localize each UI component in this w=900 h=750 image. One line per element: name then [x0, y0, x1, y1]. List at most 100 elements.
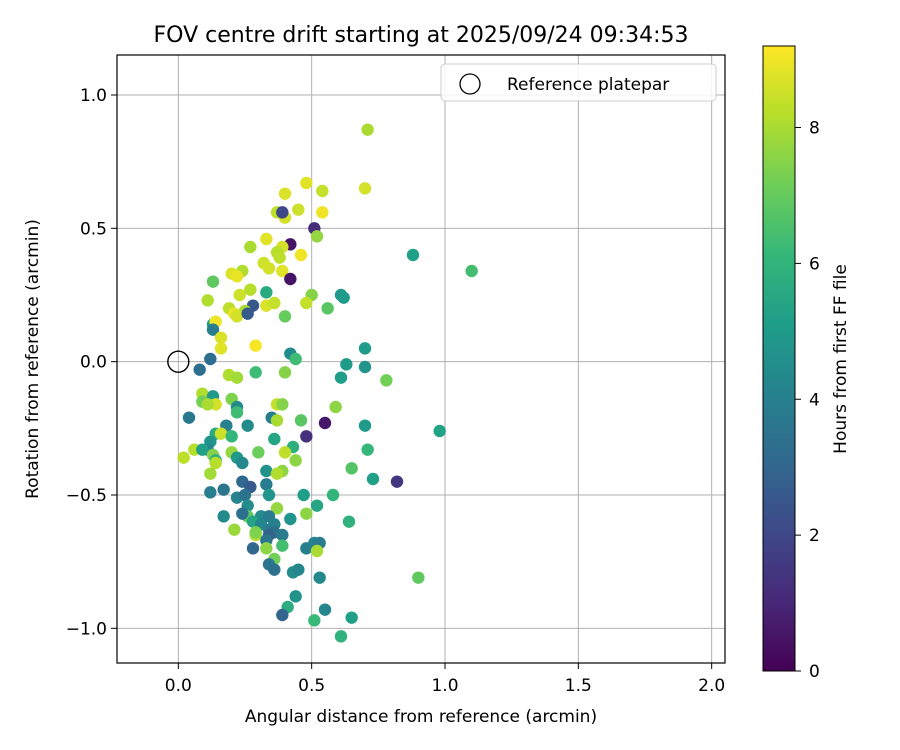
data-point	[358, 419, 372, 432]
data-point	[193, 363, 206, 376]
data-point	[276, 608, 289, 622]
colorbar-ticks: 0 2 4 6 8	[795, 119, 820, 682]
legend-reference-marker	[459, 73, 481, 95]
data-point	[249, 339, 262, 352]
data-point	[206, 275, 220, 288]
colorbar-gradient	[762, 45, 796, 672]
data-point	[300, 296, 313, 310]
data-point	[294, 414, 308, 427]
data-point	[278, 366, 292, 379]
data-point	[260, 542, 273, 555]
data-point	[358, 182, 372, 195]
legend: Reference platepar	[440, 63, 717, 102]
data-point	[206, 323, 220, 336]
data-point	[201, 294, 214, 307]
x-tick-label: 2.0	[698, 676, 725, 696]
data-point	[230, 270, 244, 283]
data-point	[292, 203, 305, 216]
x-tick-label: 0.5	[298, 676, 325, 696]
data-point	[241, 419, 254, 432]
data-point	[390, 475, 404, 488]
colorbar-tick-label: 4	[809, 390, 820, 410]
data-point	[292, 563, 305, 576]
colorbar: 0 2 4 6 8 Hours from first FF file	[762, 45, 851, 682]
data-point	[230, 371, 244, 384]
data-point	[329, 400, 342, 414]
data-point	[337, 291, 350, 304]
data-point	[276, 264, 289, 278]
data-point	[244, 240, 257, 254]
data-point	[230, 406, 244, 419]
data-point	[289, 590, 302, 603]
data-point	[278, 187, 292, 200]
data-point	[433, 424, 446, 438]
colorbar-tick-label: 0	[809, 662, 820, 682]
data-point	[465, 264, 478, 278]
data-point	[236, 507, 249, 520]
y-tick-label: −1.0	[66, 619, 107, 639]
data-point	[300, 542, 313, 555]
data-point	[284, 512, 297, 526]
data-point	[196, 443, 209, 456]
y-tick-label: −0.5	[66, 486, 107, 506]
data-point	[249, 366, 262, 379]
data-point	[310, 499, 324, 512]
data-point	[361, 123, 374, 136]
data-point	[238, 488, 252, 502]
data-point	[246, 542, 260, 555]
data-point	[260, 232, 273, 246]
data-point	[308, 614, 321, 627]
data-point	[284, 272, 297, 286]
reference-platepar-marker	[167, 350, 190, 373]
data-point	[214, 427, 228, 440]
data-point	[361, 443, 374, 456]
data-point	[342, 515, 356, 528]
data-point	[276, 539, 289, 552]
data-point	[262, 262, 276, 275]
data-point	[177, 451, 190, 464]
data-point	[268, 563, 281, 576]
data-point	[268, 296, 281, 310]
data-point	[252, 446, 265, 459]
data-point	[260, 464, 273, 478]
data-point	[217, 510, 230, 523]
axis-ticks: 0.0 0.5 1.0 1.5 2.0 −1.0 −0.5 0.0 0.5 1.0	[66, 86, 725, 696]
data-point	[241, 307, 254, 320]
reference-marker-layer	[167, 350, 190, 373]
data-point	[214, 342, 228, 355]
data-point	[270, 502, 284, 515]
data-point	[201, 398, 214, 411]
colorbar-tick-label: 6	[809, 254, 820, 274]
data-point	[260, 478, 273, 491]
data-point	[268, 432, 281, 446]
data-point	[297, 488, 310, 502]
data-point	[270, 414, 284, 427]
data-point	[276, 398, 289, 411]
data-point	[204, 467, 217, 480]
data-point	[278, 310, 292, 323]
data-point	[313, 571, 326, 584]
y-tick-label: 1.0	[80, 86, 107, 106]
y-tick-label: 0.5	[80, 219, 107, 239]
data-point	[326, 488, 340, 502]
y-tick-label: 0.0	[80, 353, 107, 373]
data-point	[228, 523, 241, 536]
data-point	[334, 371, 348, 384]
data-point	[358, 360, 372, 374]
data-point	[340, 358, 353, 371]
data-point	[406, 248, 420, 262]
data-point	[236, 456, 249, 470]
data-point	[300, 430, 313, 443]
data-point	[273, 251, 286, 264]
colorbar-tick-label: 8	[809, 119, 820, 139]
data-point	[225, 430, 238, 443]
legend-box	[440, 63, 717, 102]
data-point	[289, 352, 302, 366]
data-point	[244, 283, 257, 296]
data-point	[300, 507, 313, 520]
data-point	[345, 462, 358, 475]
data-point	[262, 488, 276, 502]
data-point	[294, 248, 308, 262]
data-point	[310, 230, 324, 243]
